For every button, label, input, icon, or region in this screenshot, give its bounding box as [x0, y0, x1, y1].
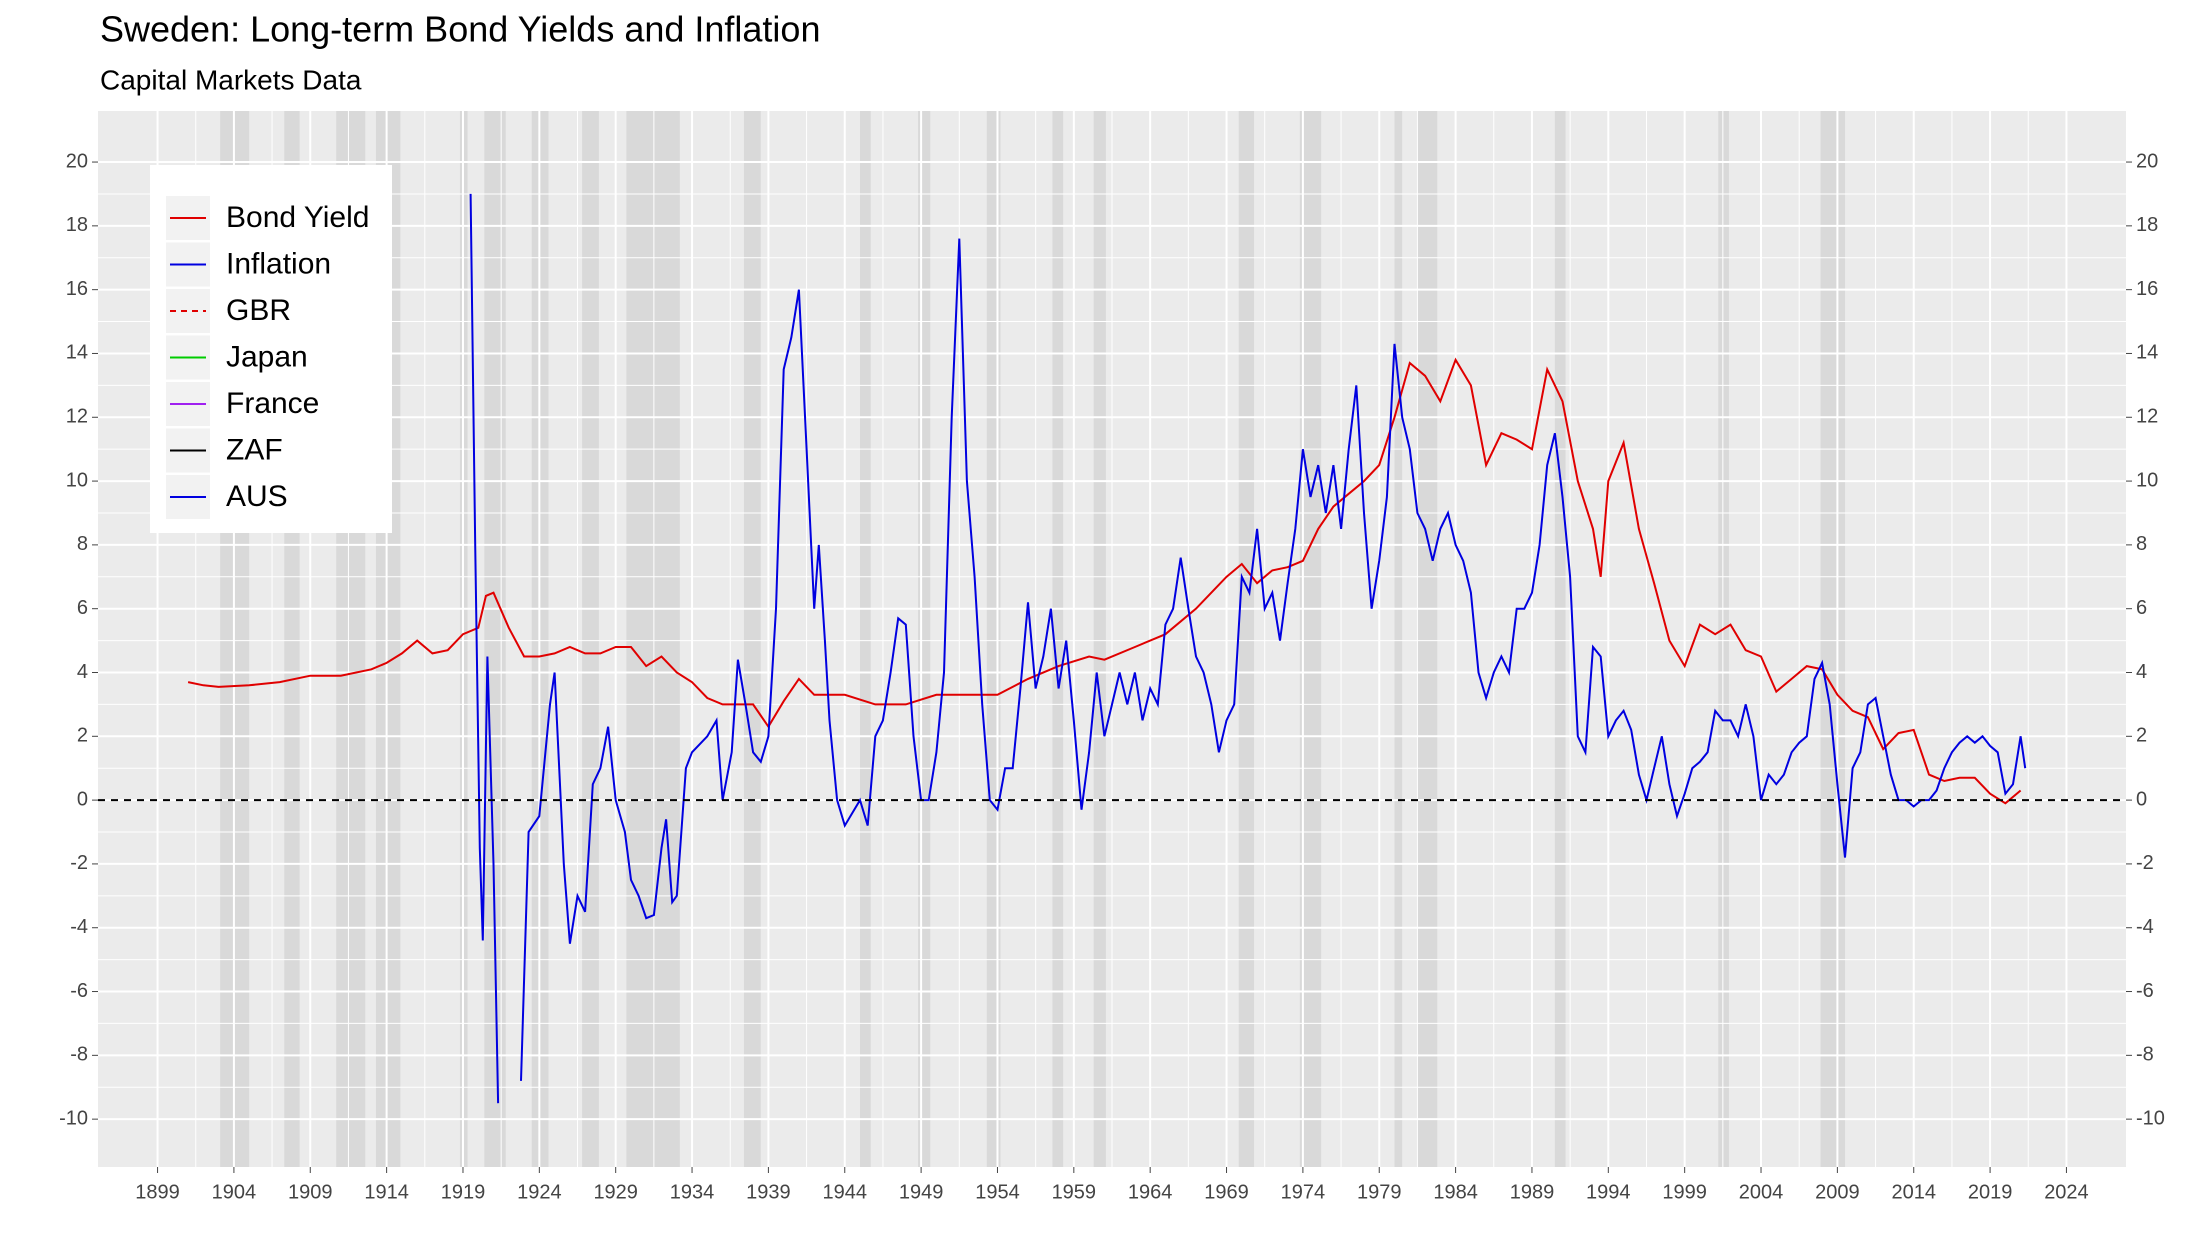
- y2-tick-label: -10: [2136, 1107, 2165, 1129]
- y-tick-label: 18: [66, 214, 88, 236]
- shaded-period: [1718, 111, 1729, 1167]
- y2-tick-label: 2: [2136, 725, 2147, 747]
- x-tick-label: 1999: [1662, 1181, 1707, 1203]
- y-tick-label: 14: [66, 342, 88, 364]
- x-tick-label: 2014: [1891, 1181, 1936, 1203]
- x-tick-label: 1934: [670, 1181, 715, 1203]
- shaded-period: [1417, 111, 1438, 1167]
- y-tick-label: -6: [70, 980, 88, 1002]
- legend-label: Japan: [226, 340, 308, 373]
- y-tick-label: 4: [77, 661, 88, 683]
- shaded-period: [582, 111, 599, 1167]
- x-tick-label: 1954: [975, 1181, 1020, 1203]
- x-tick-label: 1929: [593, 1181, 638, 1203]
- y2-tick-label: -8: [2136, 1044, 2154, 1066]
- shaded-period: [860, 111, 871, 1167]
- x-tick-label: 2024: [2044, 1181, 2089, 1203]
- x-tick-label: 1989: [1510, 1181, 1555, 1203]
- y2-tick-label: 8: [2136, 533, 2147, 555]
- x-tick-label: 2004: [1739, 1181, 1784, 1203]
- x-tick-label: 1939: [746, 1181, 791, 1203]
- y2-tick-label: 12: [2136, 406, 2158, 428]
- x-tick-label: 1904: [212, 1181, 257, 1203]
- y2-tick-label: 6: [2136, 597, 2147, 619]
- y2-tick-label: 14: [2136, 342, 2158, 364]
- legend-label: Inflation: [226, 247, 331, 280]
- y-tick-label: 0: [77, 788, 88, 810]
- shaded-period: [1394, 111, 1403, 1167]
- x-tick-label: 1969: [1204, 1181, 1249, 1203]
- chart-title: Sweden: Long-term Bond Yields and Inflat…: [100, 9, 820, 50]
- y-tick-label: 20: [66, 150, 88, 172]
- chart-subtitle: Capital Markets Data: [100, 64, 362, 95]
- shaded-period: [626, 111, 680, 1167]
- y-tick-label: -2: [70, 852, 88, 874]
- y2-tick-label: -6: [2136, 980, 2154, 1002]
- legend-label: ZAF: [226, 433, 283, 466]
- y-tick-label: 2: [77, 725, 88, 747]
- shaded-period: [918, 111, 931, 1167]
- shaded-period: [1052, 111, 1064, 1167]
- y-tick-label: -8: [70, 1044, 88, 1066]
- y-tick-label: 8: [77, 533, 88, 555]
- x-tick-label: 1924: [517, 1181, 562, 1203]
- y-tick-label: 10: [66, 469, 88, 491]
- shaded-period: [1554, 111, 1566, 1167]
- x-tick-label: 1909: [288, 1181, 333, 1203]
- shaded-period: [743, 111, 761, 1167]
- x-tick-label: 1899: [135, 1181, 180, 1203]
- x-tick-label: 1964: [1128, 1181, 1173, 1203]
- y2-tick-label: 0: [2136, 788, 2147, 810]
- y2-tick-label: 20: [2136, 150, 2158, 172]
- x-tick-label: 1984: [1433, 1181, 1478, 1203]
- series-line: [469, 193, 2027, 1104]
- legend-label: France: [226, 387, 319, 420]
- x-tick-label: 1914: [364, 1181, 409, 1203]
- shaded-period: [484, 111, 506, 1167]
- y2-tick-label: -4: [2136, 916, 2154, 938]
- shaded-period: [1820, 111, 1846, 1167]
- x-tick-label: 2009: [1815, 1181, 1860, 1203]
- x-tick-label: 1949: [899, 1181, 944, 1203]
- x-tick-label: 1944: [823, 1181, 868, 1203]
- y2-tick-label: 16: [2136, 278, 2158, 300]
- x-tick-label: 1959: [1052, 1181, 1097, 1203]
- x-tick-label: 2019: [1968, 1181, 2013, 1203]
- y-tick-label: -10: [59, 1107, 88, 1129]
- y-tick-label: 6: [77, 597, 88, 619]
- y2-tick-label: 4: [2136, 661, 2147, 683]
- x-tick-label: 1974: [1281, 1181, 1326, 1203]
- y2-tick-label: 10: [2136, 469, 2158, 491]
- legend-label: GBR: [226, 294, 291, 327]
- y2-tick-label: 18: [2136, 214, 2158, 236]
- shaded-period: [1093, 111, 1106, 1167]
- legend-label: AUS: [226, 480, 288, 513]
- shaded-period: [1299, 111, 1322, 1167]
- x-tick-label: 1994: [1586, 1181, 1631, 1203]
- y-tick-label: -4: [70, 916, 88, 938]
- x-tick-label: 1979: [1357, 1181, 1402, 1203]
- y-tick-label: 12: [66, 406, 88, 428]
- series-line: [187, 357, 2022, 805]
- legend-label: Bond Yield: [226, 201, 369, 234]
- shaded-period: [1238, 111, 1255, 1167]
- y-tick-label: 16: [66, 278, 88, 300]
- y2-tick-label: -2: [2136, 852, 2154, 874]
- x-tick-label: 1919: [441, 1181, 486, 1203]
